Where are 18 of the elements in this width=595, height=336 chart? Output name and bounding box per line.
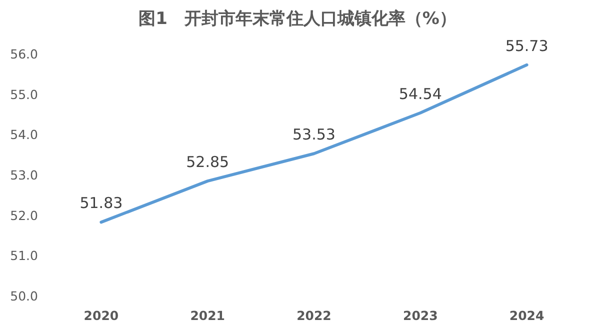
- y-tick-label: 53.0: [10, 168, 38, 182]
- x-tick-label: 2021: [190, 308, 225, 323]
- x-tick-label: 2024: [509, 308, 544, 323]
- y-tick-label: 52.0: [10, 208, 38, 223]
- y-tick-label: 56.0: [10, 46, 38, 62]
- chart-title: 图1 开封市年末常住人口城镇化率（%）: [138, 9, 456, 29]
- data-label: 55.73: [505, 36, 548, 55]
- data-label: 54.54: [398, 84, 442, 103]
- data-label: 53.53: [292, 126, 336, 144]
- y-tick-label: 55.0: [10, 86, 38, 102]
- y-tick-label: 50.0: [10, 288, 38, 304]
- data-label: 52.85: [186, 153, 230, 172]
- x-tick-label: 2023: [403, 308, 438, 323]
- x-tick-label: 2022: [296, 308, 332, 323]
- x-tick-label: 2020: [84, 308, 119, 323]
- data-label: 51.83: [80, 194, 123, 212]
- y-tick-label: 51.0: [10, 248, 38, 264]
- y-tick-label: 54.0: [10, 127, 38, 142]
